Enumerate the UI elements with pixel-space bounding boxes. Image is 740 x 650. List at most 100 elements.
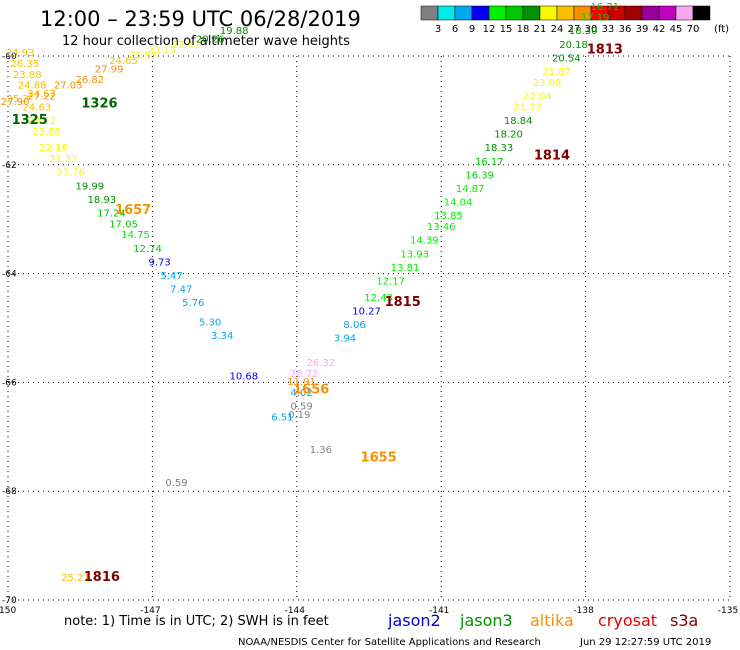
scale-tick-label: 24 — [551, 24, 564, 35]
wave-height-value: 24.88 — [18, 81, 47, 92]
wave-height-value: 10.68 — [230, 372, 259, 383]
wave-height-value: 13.81 — [391, 263, 420, 274]
pass-time-label: 1655 — [361, 450, 397, 465]
scale-tick-label: 18 — [517, 24, 530, 35]
map-grid — [7, 55, 731, 601]
wave-height-value: 12.48 — [600, 0, 629, 2]
pass-time-label: 1656 — [293, 382, 329, 397]
wave-height-value: 6.51 — [271, 412, 293, 423]
wave-height-value: 23.88 — [32, 127, 61, 138]
mission-legend: jason2 jason3 altika cryosat s3a — [387, 611, 698, 630]
scale-swatch — [624, 5, 643, 21]
wave-height-value: 20.54 — [552, 53, 581, 64]
x-tick-label: -144 — [285, 606, 306, 616]
scale-swatch — [454, 5, 473, 21]
wave-height-value: 26.82 — [76, 75, 105, 86]
wave-height-value: 12.17 — [376, 276, 405, 287]
wave-height-value: 26.32 — [307, 358, 336, 369]
scale-tick-label: 6 — [452, 24, 458, 35]
wave-height-value: 5.30 — [199, 317, 221, 328]
wave-height-value: 27.99 — [95, 64, 124, 75]
scale-swatch — [420, 5, 439, 21]
scale-swatch — [471, 5, 490, 21]
scale-swatch — [437, 5, 456, 21]
wave-height-value: 18.93 — [88, 195, 117, 206]
x-tick-label: -147 — [140, 606, 160, 616]
wave-height-value: 22.16 — [39, 143, 68, 154]
wave-height-value: 23.15 — [148, 45, 177, 56]
scale-swatch — [522, 5, 541, 21]
wave-height-value: 21.77 — [514, 102, 543, 113]
scale-swatch — [556, 5, 575, 21]
wave-height-value: 9.73 — [148, 257, 170, 268]
pass-time-label: 1816 — [84, 570, 120, 585]
pass-time-label: 1815 — [385, 295, 421, 310]
x-tick-label: -135 — [718, 606, 738, 616]
scale-tick-label: 42 — [653, 24, 666, 35]
wave-height-value: 25.2 — [6, 94, 28, 105]
scale-tick-label: 21 — [534, 24, 547, 35]
x-tick-label: -141 — [429, 606, 449, 616]
wave-height-value: 21.22 — [49, 154, 78, 165]
wave-height-value: 19.99 — [76, 181, 105, 192]
wave-height-value: 5.47 — [161, 271, 183, 282]
pass-time-label: 1814 — [534, 148, 570, 163]
wave-height-value: 3.94 — [334, 334, 356, 345]
wave-height-value: 16.71 — [591, 2, 620, 13]
wave-height-value: 26.35 — [11, 59, 40, 70]
scale-swatch — [539, 5, 558, 21]
chart-title: 12:00 – 23:59 UTC 06/28/2019 — [40, 7, 361, 31]
color-scale-unit: (ft) — [714, 24, 729, 35]
x-axis-ticks: -150 -147 -144 -141 -138 -135 — [0, 606, 738, 616]
wave-height-value: 1.36 — [310, 445, 332, 456]
scale-tick-label: 15 — [500, 24, 513, 35]
wave-height-value: 18.33 — [485, 143, 514, 154]
wave-height-value: 13.46 — [427, 222, 456, 233]
wave-height-value: 12.43 — [364, 293, 393, 304]
wave-height-value: 22.04 — [523, 92, 552, 103]
wave-height-value: 0.59 — [165, 478, 187, 489]
scale-tick-label: 70 — [687, 24, 700, 35]
wave-height-value: 20.26 — [196, 34, 225, 45]
scale-tick-label: 9 — [469, 24, 475, 35]
y-axis-ticks: -60 -62 -64 -66 -68 -70 — [2, 52, 17, 606]
chart-subtitle: 12 hour collection of altimeter wave hei… — [62, 34, 350, 49]
y-tick-label: -60 — [2, 52, 17, 62]
pass-time-label: 1813 — [587, 42, 623, 57]
wave-height-value: 4.02 — [290, 388, 312, 399]
wave-height-value: 16.17 — [475, 157, 504, 168]
wave-height-value: 14.39 — [410, 236, 439, 247]
wave-height-value: 17.24 — [97, 208, 126, 219]
wave-height-value: 18.20 — [494, 130, 523, 141]
wave-height-value: 11.91 — [287, 377, 316, 388]
y-tick-label: -70 — [2, 596, 17, 606]
wave-height-value: 14.04 — [444, 198, 473, 209]
scale-tick-label: 27 — [568, 24, 581, 35]
footer-note: note: 1) Time is in UTC; 2) SWH is in fe… — [64, 614, 329, 629]
wave-height-value: 0.19 — [288, 410, 310, 421]
mission-label: altika — [530, 611, 574, 630]
mission-label: cryosat — [598, 611, 657, 630]
wave-height-value: 7.47 — [170, 285, 192, 296]
wave-height-value: 23.22 — [27, 116, 56, 127]
scale-tick-label: 12 — [483, 24, 496, 35]
wave-height-value: 20.18 — [559, 40, 588, 51]
wave-height-value: 24.65 — [109, 56, 138, 67]
wave-height-value: 23.88 — [13, 70, 42, 81]
scale-tick-label: 36 — [619, 24, 632, 35]
wave-height-value: 27.90 — [1, 97, 30, 108]
wave-height-value: 24.67 — [27, 89, 56, 100]
wave-height-value: 14.87 — [456, 184, 485, 195]
wave-height-value: 25.21 — [61, 573, 90, 584]
y-tick-label: -68 — [2, 487, 17, 497]
wave-height-value: 14.75 — [121, 230, 150, 241]
wave-height-value: 27.22 — [27, 92, 56, 103]
x-tick-label: -150 — [0, 606, 16, 616]
pass-time-label: 1326 — [81, 97, 117, 112]
wave-height-value: 17.05 — [109, 219, 138, 230]
wave-height-value: 23.57 — [128, 51, 157, 62]
wave-height-value: 8.06 — [343, 320, 365, 331]
y-tick-label: -66 — [2, 378, 17, 388]
scale-swatch — [505, 5, 524, 21]
